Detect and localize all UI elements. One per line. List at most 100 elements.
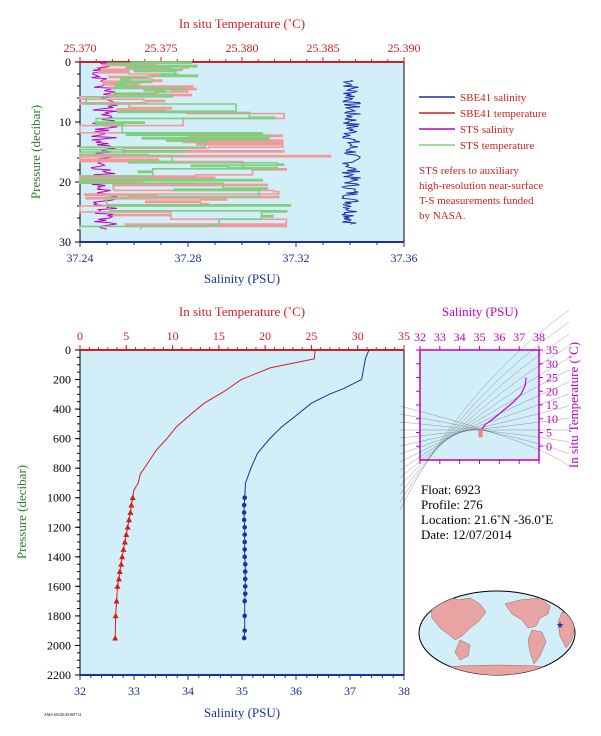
- main-temperature-marker: [124, 524, 131, 530]
- ts-chart-salinity-axis-title: Salinity (PSU): [442, 304, 518, 319]
- legend-note-line-4: by NASA.: [419, 210, 466, 222]
- ts-temp-tick-label: 5: [546, 426, 552, 440]
- map-continents: [429, 596, 575, 675]
- main-chart-pressure-axis-title: Pressure (decibar): [14, 465, 29, 559]
- top-temp-tick-label: 25.375: [145, 41, 178, 55]
- top-series-sts-salinity: [89, 61, 119, 231]
- ts-density-contour: [399, 413, 570, 455]
- main-salinity-marker: [242, 524, 247, 530]
- main-chart-salinity-axis-title: Salinity (PSU): [204, 705, 280, 720]
- ts-density-contour: [399, 345, 570, 487]
- main-temperature-marker: [129, 494, 136, 501]
- main-temp-tick-label: 10: [167, 329, 179, 343]
- main-temperature-marker: [115, 575, 122, 582]
- top-sal-tick-label: 37.32: [283, 251, 310, 265]
- legend-note-line-3: T-S measurements funded: [419, 195, 534, 207]
- main-pressure-tick-label: 1800: [47, 609, 71, 623]
- top-chart-pressure-axis-title: Pressure (decibar): [28, 105, 43, 199]
- ts-chart-temperature-axis-title: In situ Temperature (˚C): [566, 342, 581, 468]
- ts-temp-tick-label: 10: [546, 412, 558, 426]
- legend-note-line-2: high-resolution near-surface: [419, 180, 543, 192]
- ts-temp-tick-label: 15: [546, 398, 558, 412]
- top-pressure-tick-label: 10: [59, 115, 71, 129]
- ts-temp-tick-label: 35: [546, 343, 558, 357]
- main-salinity-marker: [242, 495, 247, 501]
- info-date: Date: 12/07/2014: [421, 527, 512, 542]
- main-temp-tick-label: 30: [352, 329, 364, 343]
- main-pressure-tick-label: 400: [53, 402, 71, 416]
- ts-sal-tick-label: 38: [533, 330, 545, 344]
- map-south-america: [527, 629, 547, 665]
- top-chart: 25.370 25.375 25.380 25.385 25.390 37.24 37.28…: [28, 16, 547, 286]
- ts-chart-series: [478, 377, 527, 438]
- main-pressure-tick-label: 1200: [47, 520, 71, 534]
- main-pressure-tick-label: 600: [53, 432, 71, 446]
- main-sal-tick-label: 33: [128, 684, 140, 698]
- main-pressure-tick-label: 800: [53, 461, 71, 475]
- main-salinity-marker: [241, 635, 247, 641]
- main-chart-temperature-axis-title: In situ Temperature (˚C): [179, 304, 305, 319]
- legend-label-sbe41-temperature: SBE41 temperature: [460, 108, 547, 120]
- ts-sal-tick-label: 32: [414, 330, 426, 344]
- ts-density-contour: [399, 393, 570, 455]
- top-chart-legend: SBE41 salinity SBE41 temperature STS sal…: [419, 92, 547, 222]
- top-chart-series: [79, 61, 362, 231]
- ts-temp-tick-label: 30: [546, 357, 558, 371]
- top-pressure-tick-label: 30: [59, 235, 71, 249]
- float-location-star-icon: ★: [556, 620, 564, 630]
- ts-sal-tick-label: 34: [454, 330, 466, 344]
- main-temp-tick-label: 25: [305, 329, 317, 343]
- main-chart-ticks: 0 5 10 15 20 25 30 35 32 33 34 35 36 37 38 0 200 400 600 80…: [47, 329, 410, 698]
- main-temperature-marker: [121, 538, 128, 545]
- top-temp-tick-label: 25.385: [307, 41, 340, 55]
- main-temperature-marker: [119, 553, 126, 560]
- main-salinity-marker: [242, 554, 247, 560]
- main-temperature-marker: [114, 583, 121, 589]
- main-pressure-tick-label: 1000: [47, 491, 71, 505]
- main-pressure-tick-label: 1600: [47, 579, 71, 593]
- ts-density-contour: [399, 405, 570, 467]
- top-series-sbe41-salinity: [340, 79, 362, 225]
- top-pressure-tick-label: 0: [65, 55, 71, 69]
- main-chart-series: [112, 349, 370, 641]
- top-temp-tick-label: 25.370: [64, 41, 97, 55]
- main-salinity-marker: [242, 591, 248, 597]
- main-salinity-marker: [242, 613, 247, 619]
- main-pressure-tick-label: 2000: [47, 638, 71, 652]
- main-salinity-marker: [242, 561, 248, 567]
- main-temperature-marker: [116, 568, 123, 574]
- top-temp-tick-label: 25.390: [388, 41, 421, 55]
- main-temp-tick-label: 0: [77, 329, 83, 343]
- main-salinity-marker: [241, 502, 247, 508]
- main-chart: 0 5 10 15 20 25 30 35 32 33 34 35 36 37 38 0 200 400 600 80…: [14, 304, 410, 720]
- main-temp-tick-label: 35: [398, 329, 410, 343]
- main-pressure-tick-label: 200: [53, 373, 71, 387]
- main-sal-tick-label: 37: [344, 684, 356, 698]
- info-profile: Profile: 276: [421, 497, 483, 512]
- top-sal-tick-label: 37.28: [175, 251, 202, 265]
- ts-density-contour: [399, 309, 570, 511]
- main-salinity-marker: [241, 510, 247, 515]
- top-sal-tick-label: 37.24: [67, 251, 94, 265]
- main-salinity-marker: [242, 547, 247, 552]
- main-sal-tick-label: 32: [74, 684, 86, 698]
- main-salinity-marker: [242, 584, 248, 589]
- main-temperature-marker: [112, 612, 119, 619]
- ts-density-contour: [399, 321, 570, 503]
- main-pressure-tick-label: 0: [65, 343, 71, 357]
- ts-sal-tick-label: 35: [474, 330, 486, 344]
- top-chart-temperature-axis-title: In situ Temperature (˚C): [179, 16, 305, 31]
- world-map: ★: [418, 590, 576, 676]
- info-location: Location: 21.6˚N -36.0˚E: [421, 512, 553, 527]
- main-sal-tick-label: 35: [236, 684, 248, 698]
- main-temperature-marker: [112, 634, 119, 641]
- map-australia: [454, 639, 471, 661]
- top-sal-tick-label: 37.36: [391, 251, 418, 265]
- legend-label-sts-temperature: STS temperature: [460, 140, 534, 152]
- ts-density-contour: [399, 417, 570, 439]
- top-series-sts-temperature: [79, 61, 292, 230]
- main-temperature-marker: [123, 531, 130, 538]
- legend-note-line-1: STS refers to auxiliary: [419, 165, 519, 177]
